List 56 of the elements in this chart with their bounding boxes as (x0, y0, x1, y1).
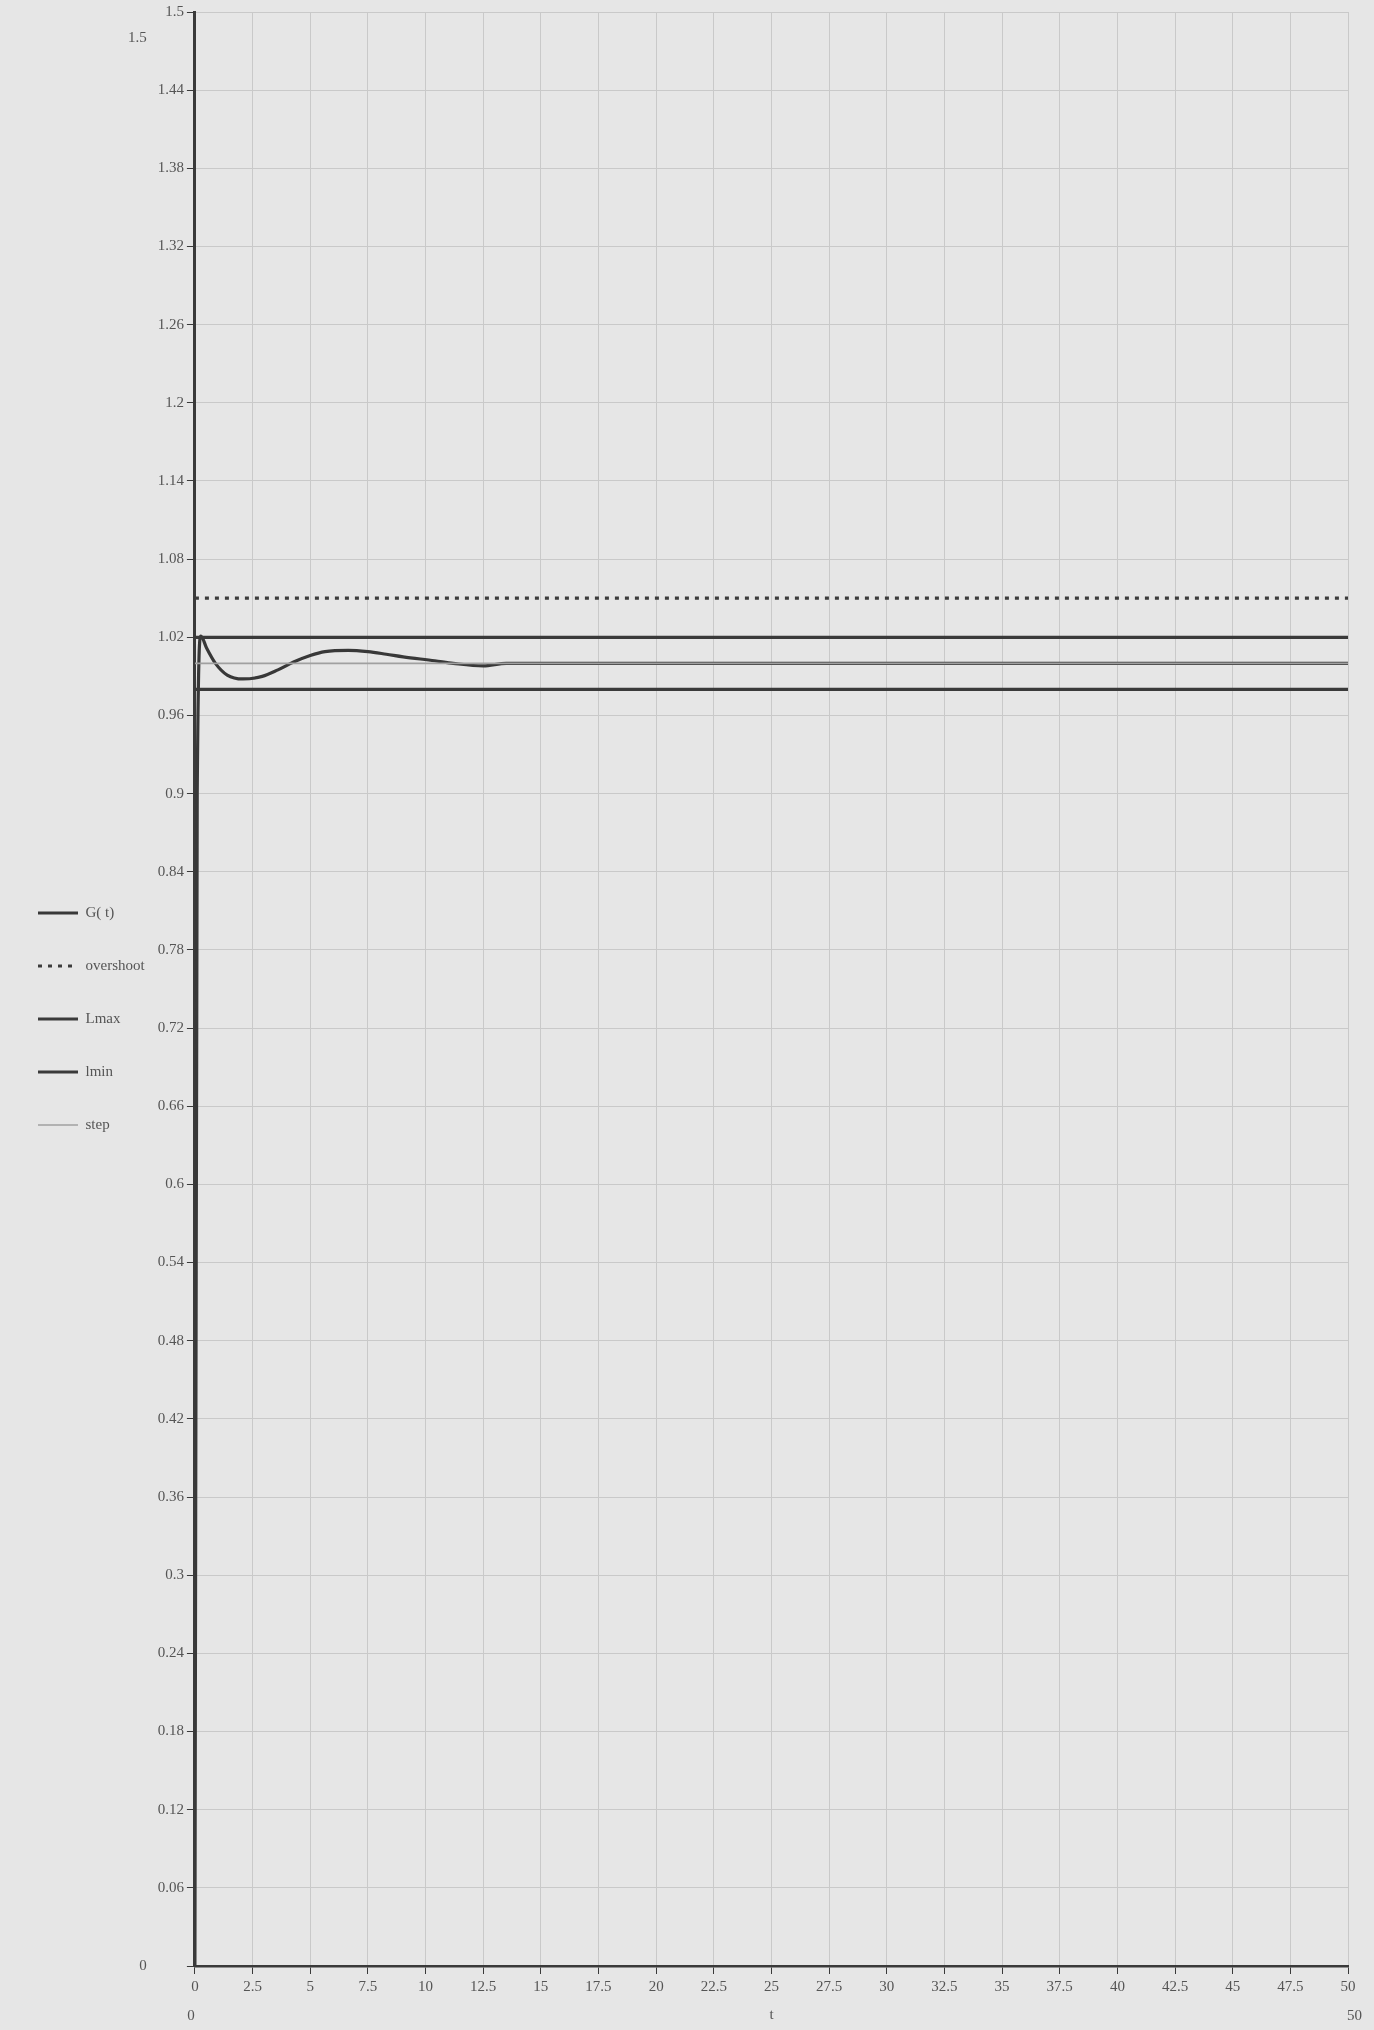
y-tick-label: 0.3 (165, 1566, 184, 1583)
legend-label: G( t) (85, 903, 115, 921)
x-tick-label: 32.5 (931, 1977, 958, 1994)
legend-label: step (85, 1115, 110, 1132)
y-tick-label: 0.48 (157, 1331, 184, 1348)
y-tick-label: 1.32 (157, 237, 184, 254)
x-tick-label: 15 (533, 1977, 549, 1994)
y-tick-label: 0.6 (165, 1175, 185, 1192)
text: 0 (187, 2006, 195, 2023)
x-tick-label: 50 (1340, 1977, 1356, 1994)
x-tick-label: 47.5 (1277, 1977, 1304, 1994)
x-tick-label: 0 (191, 1977, 199, 1994)
legend-label: lmin (85, 1062, 114, 1079)
x-tick-label: 40 (1109, 1977, 1125, 1994)
y-tick-label: 0.42 (157, 1409, 184, 1426)
y-tick-label: 0.12 (157, 1800, 184, 1817)
legend-label: overshoot (85, 956, 146, 973)
y-tick-label: 0.96 (157, 706, 185, 723)
x-tick-label: 20 (648, 1977, 664, 1994)
x-tick-label: 27.5 (815, 1977, 843, 1994)
x-tick-label: 42.5 (1161, 1977, 1189, 1994)
y-tick-label: 0.36 (157, 1487, 185, 1504)
y-tick-label: 1.44 (157, 81, 185, 98)
x-axis-title: t (769, 2005, 775, 2022)
y-tick-label: 1.14 (157, 471, 185, 488)
y-tick-label: 0.18 (157, 1722, 184, 1739)
y-tick-label: 1.5 (165, 2, 184, 19)
y-tick-label: 0.9 (165, 784, 184, 801)
y-tick-label: 1.08 (157, 550, 184, 567)
y-tick-label: 1.38 (157, 159, 184, 176)
y-tick-label: 0.84 (157, 862, 185, 879)
y-tick-label: 1.26 (157, 315, 185, 332)
y-tick-label: 0.72 (157, 1019, 184, 1036)
x-tick-label: 12.5 (470, 1977, 497, 1994)
y-tick-label: 0.54 (157, 1253, 185, 1270)
x-tick-label: 25 (763, 1977, 779, 1994)
x-tick-label: 37.5 (1046, 1977, 1073, 1994)
text: 0 (139, 1956, 147, 1973)
y-tick-label: 0.06 (157, 1878, 185, 1895)
x-tick-label: 30 (879, 1977, 895, 1994)
x-tick-label: 7.5 (358, 1977, 378, 1994)
x-tick-label: 5 (306, 1977, 314, 1994)
legend-label: Lmax (85, 1009, 121, 1026)
y-tick-label: 1.02 (157, 628, 184, 645)
text: 50 (1347, 2006, 1362, 2023)
x-tick-label: 17.5 (585, 1977, 612, 1994)
y-tick-label: 0.78 (157, 940, 184, 957)
x-tick-label: 22.5 (700, 1977, 727, 1994)
x-tick-label: 45 (1225, 1977, 1241, 1994)
text: 1.5 (127, 28, 147, 45)
y-tick-label: 1.2 (165, 393, 184, 410)
x-tick-label: 10 (418, 1977, 434, 1994)
x-tick-label: 2.5 (243, 1977, 262, 1994)
y-tick-label: 0.24 (157, 1644, 185, 1661)
x-tick-label: 35 (994, 1977, 1010, 1994)
y-tick-label: 0.66 (157, 1097, 185, 1114)
